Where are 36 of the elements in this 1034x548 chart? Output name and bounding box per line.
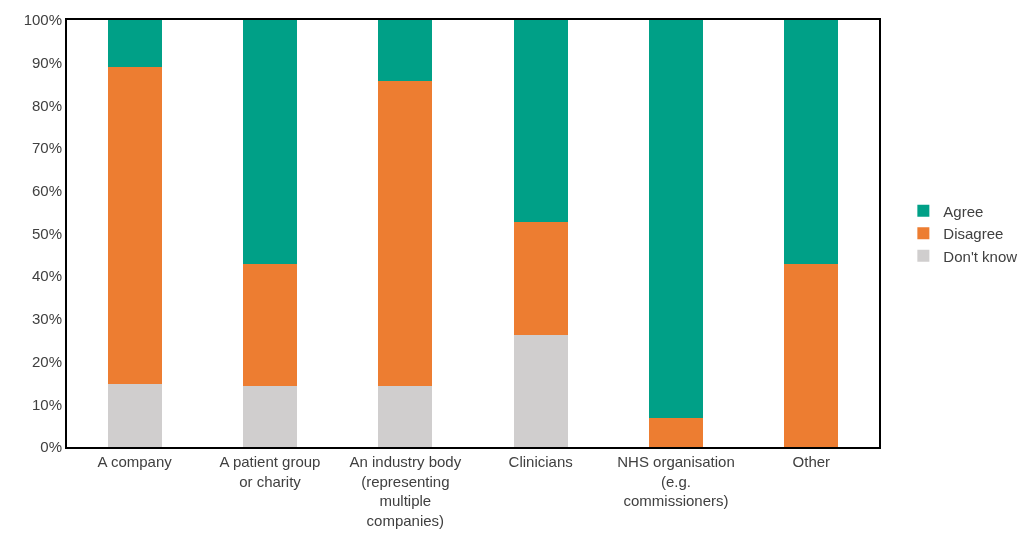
legend-label: Agree xyxy=(943,202,984,220)
legend-label: Don't know xyxy=(943,247,1018,265)
y-tick-label: 20% xyxy=(31,352,62,370)
y-tick-label: 60% xyxy=(31,182,62,200)
y-tick-label: 100% xyxy=(23,11,62,29)
y-tick-label: 90% xyxy=(31,53,62,71)
bar xyxy=(242,263,298,386)
bar xyxy=(242,20,298,264)
bar xyxy=(784,263,839,447)
bar xyxy=(242,385,298,447)
x-tick-label: Other xyxy=(792,453,831,470)
y-tick-label: 10% xyxy=(31,395,62,413)
bar xyxy=(648,418,704,447)
bar xyxy=(513,334,568,447)
y-tick-label: 70% xyxy=(31,139,62,157)
bar xyxy=(107,67,162,384)
bar xyxy=(378,20,433,82)
bar xyxy=(107,20,162,68)
bar xyxy=(378,81,433,386)
bar xyxy=(107,383,162,447)
x-tick-label: A company xyxy=(97,453,173,470)
x-tick-label: Clinicians xyxy=(508,453,573,470)
x-tick-label: An industry body (representing multiple companies) xyxy=(349,453,462,529)
bar xyxy=(513,222,568,335)
y-tick-label: 50% xyxy=(31,224,62,242)
y-tick-label: 80% xyxy=(31,96,62,114)
bar xyxy=(513,20,568,223)
y-tick-label: 30% xyxy=(31,310,62,328)
y-tick-label: 0% xyxy=(40,438,62,456)
x-tick-label: A patient group or charity xyxy=(219,453,321,490)
bar xyxy=(648,20,704,419)
bar xyxy=(378,385,433,447)
bar xyxy=(784,20,839,264)
legend-label: Disagree xyxy=(943,225,1004,243)
y-tick-label: 40% xyxy=(31,267,62,285)
x-tick-label: NHS organisation (e.g. commissioners) xyxy=(617,453,735,509)
